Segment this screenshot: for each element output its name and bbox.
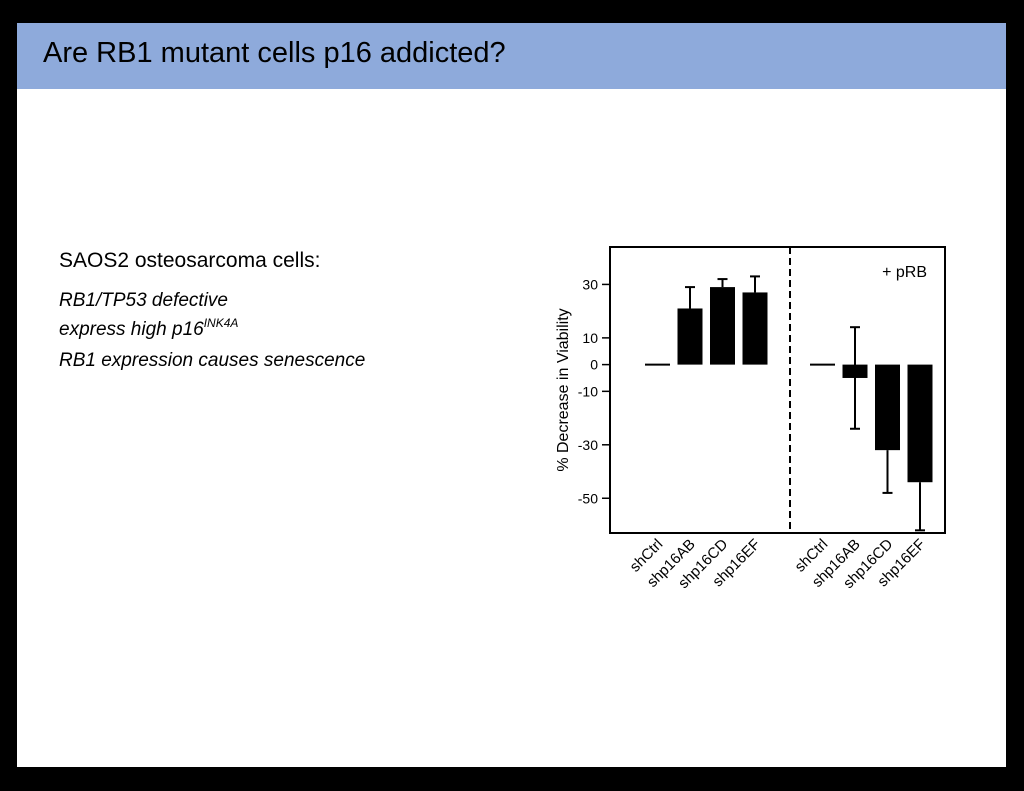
prb-annotation: + pRB [882, 264, 927, 281]
plot-frame [609, 246, 946, 534]
y-tick-label: -10 [578, 383, 598, 399]
slide-title: Are RB1 mutant cells p16 addicted? [43, 37, 506, 69]
text-line-p16-main: express high p16 [59, 319, 204, 340]
y-tick-label: -50 [578, 490, 598, 506]
slide: Are RB1 mutant cells p16 addicted? SAOS2… [17, 23, 1006, 767]
bar-shp16AB-g1 [677, 308, 703, 365]
text-line-p16-superscript: INK4A [203, 316, 239, 330]
title-bar: Are RB1 mutant cells p16 addicted? [17, 23, 1006, 89]
bar-shp16EF-g1 [742, 292, 768, 365]
viability-chart: 30 10 0 -10 -30 -50 % Decrease in Viability + p… [555, 246, 946, 592]
text-line-rb1-tp53: RB1/TP53 defective [59, 290, 228, 311]
bar-shp16CD-g1 [710, 287, 735, 365]
cell-line-heading: SAOS2 osteosarcoma cells: [59, 249, 321, 272]
bar-shp16CD-g2 [875, 364, 900, 451]
y-tick-label: -30 [578, 437, 598, 453]
y-tick-label: 0 [590, 357, 598, 373]
text-line-senescence: RB1 expression causes senescence [59, 350, 366, 371]
bar-shp16EF-g2 [907, 364, 933, 483]
y-tick-label: 30 [582, 276, 598, 292]
y-axis-label: % Decrease in Viability [555, 308, 572, 471]
y-tick-label: 10 [582, 330, 598, 346]
text-line-p16: express high p16INK4A [59, 316, 239, 341]
